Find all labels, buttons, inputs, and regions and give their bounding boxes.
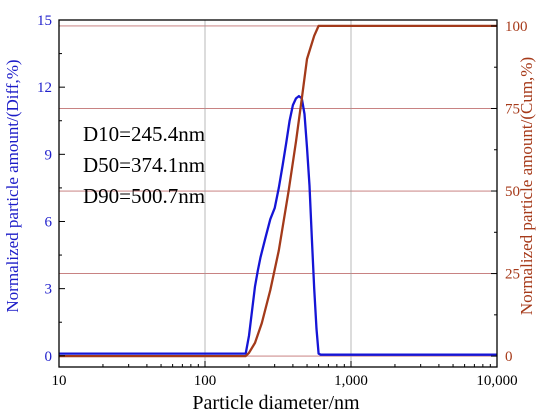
y-right-axis-title: Normalized particle amount/(Cum,%) xyxy=(517,57,536,315)
y-left-tick-label: 15 xyxy=(37,13,52,29)
annotation-d10: D10=245.4nm xyxy=(83,122,205,146)
y-left-tick-label: 12 xyxy=(37,80,52,96)
axes: 10 100 1,000 10,000 0 3 6 9 12 15 0 25 50 75 100 xyxy=(37,13,528,389)
y-right-tick-label: 50 xyxy=(505,184,520,200)
y-left-tick-label: 3 xyxy=(45,282,53,298)
annotation-d50: D50=374.1nm xyxy=(83,153,205,177)
x-tick-label: 1,000 xyxy=(334,373,368,389)
x-axis-title: Particle diameter/nm xyxy=(192,392,360,414)
x-tick-label: 100 xyxy=(194,373,217,389)
x-tick-label: 10,000 xyxy=(476,373,517,389)
plot-frame xyxy=(58,19,498,368)
y-left-tick-label: 0 xyxy=(45,349,53,365)
y-left-tick-label: 6 xyxy=(45,214,53,230)
y-left-axis-title: Normalized particle amount/(Diff,%) xyxy=(3,59,22,312)
y-left-tick-label: 9 xyxy=(45,147,53,163)
y-right-tick-label: 25 xyxy=(505,267,520,283)
y-right-tick-label: 75 xyxy=(505,101,520,117)
differential-distribution-line xyxy=(59,94,497,356)
y-right-tick-label: 100 xyxy=(505,19,528,35)
series-layer xyxy=(59,24,497,358)
y-right-tick-label: 0 xyxy=(505,349,513,365)
annotation-d90: D90=500.7nm xyxy=(83,184,205,208)
x-tick-label: 10 xyxy=(52,373,67,389)
cumulative-distribution-line xyxy=(59,24,497,358)
